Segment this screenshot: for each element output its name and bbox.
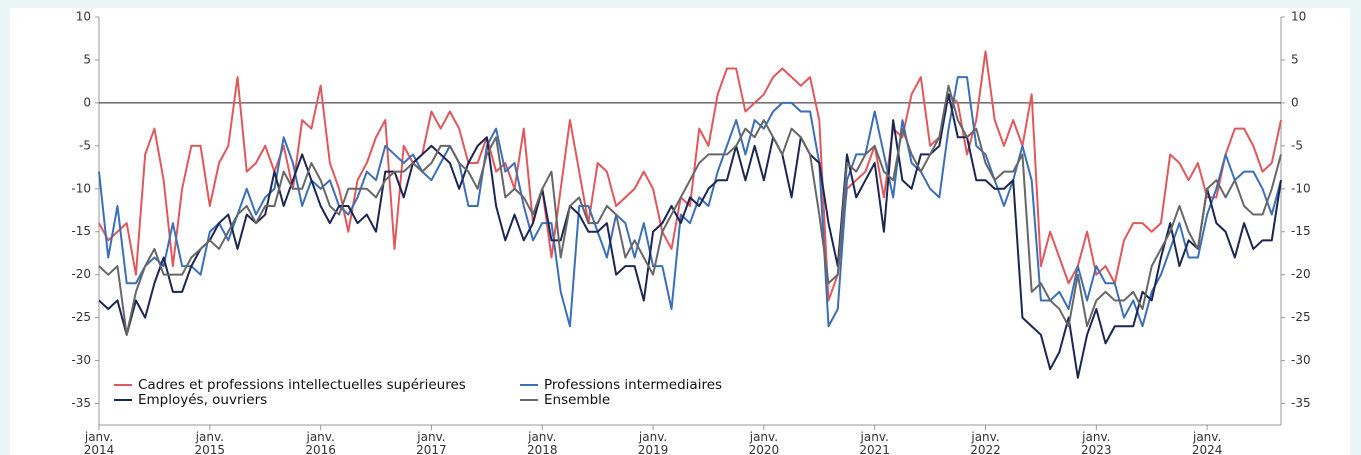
x-tick-label: janv. 2015 xyxy=(195,430,226,455)
y2-tick-label: -5 xyxy=(1291,138,1303,152)
y2-tick-label: -10 xyxy=(1291,181,1311,195)
y2-tick-label: -25 xyxy=(1291,310,1311,324)
x-tick-label: janv. 2014 xyxy=(84,430,115,455)
legend-label: Employés, ouvriers xyxy=(138,392,267,408)
y2-tick-label: 10 xyxy=(1291,10,1306,24)
y-tick-label: -10 xyxy=(71,181,91,195)
y-tick-label: -20 xyxy=(71,267,91,281)
x-tick-label: janv. 2021 xyxy=(859,430,890,455)
x-tick-label: janv. 2023 xyxy=(1081,430,1112,455)
y-tick-label: -15 xyxy=(71,224,91,238)
series-line xyxy=(98,84,1282,336)
series-line xyxy=(98,76,1282,328)
x-tick-label: janv. 2024 xyxy=(1192,430,1223,455)
x-tick-label: janv. 2017 xyxy=(416,430,447,455)
y-tick-label: -35 xyxy=(71,396,91,410)
y-tick-label: 5 xyxy=(83,52,91,66)
y2-tick-label: 5 xyxy=(1291,52,1299,66)
series-line xyxy=(98,93,1282,379)
series-line xyxy=(98,50,1282,302)
y2-tick-label: -35 xyxy=(1291,396,1311,410)
legend-label: Ensemble xyxy=(544,392,610,408)
x-tick-label: janv. 2020 xyxy=(749,430,780,455)
x-tick-label: janv. 2022 xyxy=(970,430,1001,455)
y2-tick-label: -30 xyxy=(1291,353,1311,367)
legend-label: Professions intermediaires xyxy=(544,377,722,393)
y-tick-label: 0 xyxy=(83,95,91,109)
y-tick-label: 10 xyxy=(76,10,91,24)
y-tick-label: -30 xyxy=(71,353,91,367)
x-tick-label: janv. 2018 xyxy=(527,430,558,455)
y-tick-label: -25 xyxy=(71,310,91,324)
y2-tick-label: 0 xyxy=(1291,95,1299,109)
legend-label: Cadres et professions intellectuelles su… xyxy=(138,377,466,393)
y2-tick-label: -15 xyxy=(1291,224,1311,238)
y2-tick-label: -20 xyxy=(1291,267,1311,281)
y-tick-label: -5 xyxy=(79,138,91,152)
x-tick-label: janv. 2019 xyxy=(638,430,669,455)
x-tick-label: janv. 2016 xyxy=(305,430,336,455)
